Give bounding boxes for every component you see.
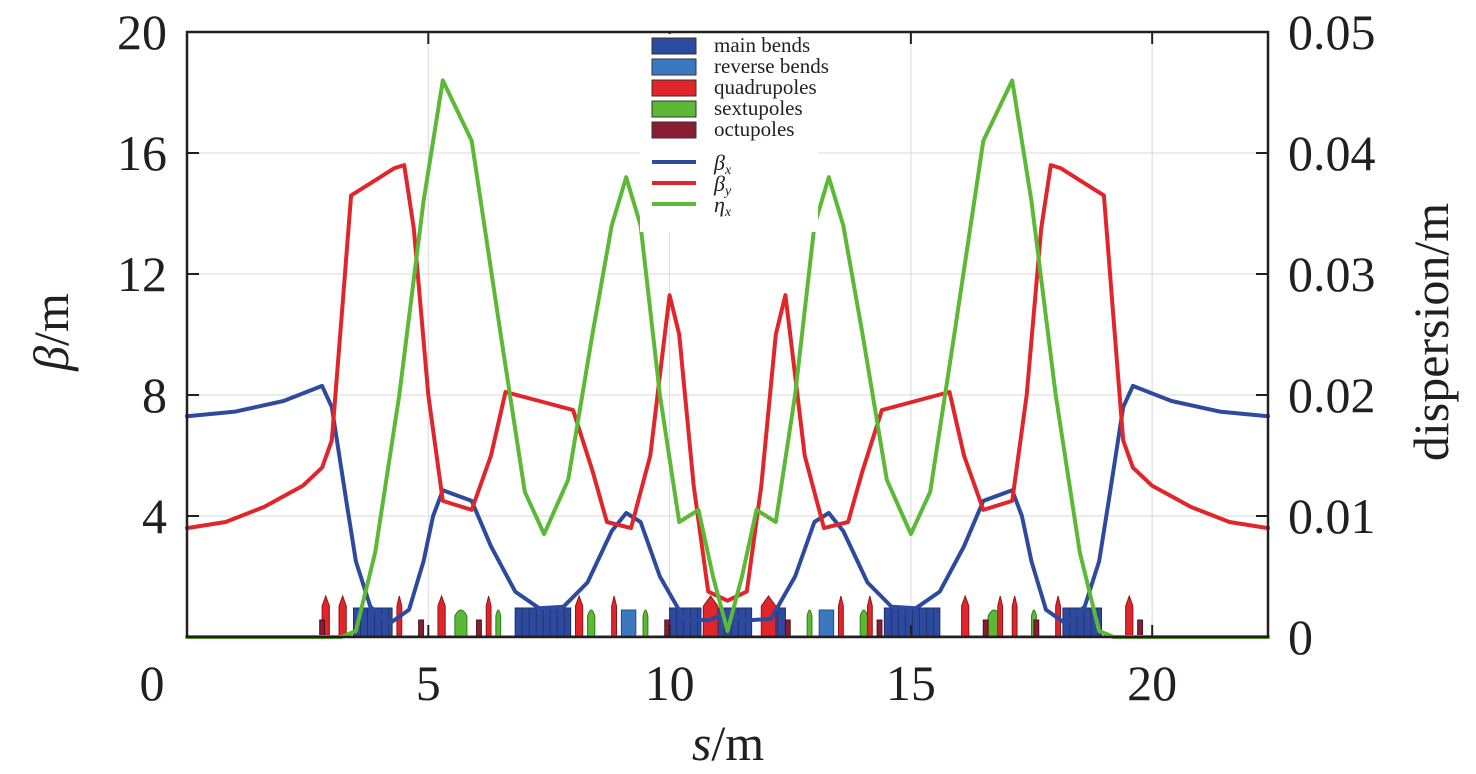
y2-tick-label: 0: [1288, 609, 1313, 665]
sextupole: [587, 609, 596, 637]
quadrupole: [1011, 595, 1018, 637]
main-bend: [669, 607, 702, 637]
quadrupole: [437, 594, 446, 637]
octupole: [418, 619, 424, 637]
legend-swatch: [651, 100, 697, 118]
quadrupole: [997, 595, 1004, 637]
series-line-2: [185, 78, 1270, 639]
sextupole: [859, 609, 868, 637]
y-tick-label: 20: [117, 4, 167, 60]
quadrupole: [1125, 594, 1134, 637]
octupole: [1033, 619, 1040, 637]
quadrupole: [338, 594, 347, 637]
quadrupole: [837, 595, 844, 637]
octupole: [982, 619, 989, 637]
legend-swatch: [651, 58, 697, 76]
x-axis-ticks: 0 5 10 15 20: [140, 32, 1177, 711]
quadrupole: [961, 594, 970, 637]
legend-label: reverse bends: [714, 54, 829, 78]
sextupole: [806, 609, 813, 637]
y-axis-ticks: 4 8 12 16 20: [117, 4, 199, 544]
y2-tick-label: 0.01: [1288, 488, 1376, 544]
octupole: [319, 619, 326, 637]
quadrupole: [574, 594, 584, 637]
sextupole: [454, 609, 468, 637]
y2-axis-title: dispersion/m: [1403, 203, 1459, 461]
y2-tick-label: 0.03: [1288, 246, 1376, 302]
y-tick-label: 4: [142, 488, 167, 544]
legend-swatch: [651, 37, 697, 55]
octupole: [1137, 619, 1144, 637]
optics-curves: [185, 78, 1270, 639]
y-tick-label: 16: [117, 125, 167, 181]
quadrupole: [866, 595, 873, 637]
legend-label: octupoles: [714, 117, 794, 141]
legend-label: sextupoles: [714, 96, 803, 120]
reverse-bend: [620, 609, 637, 637]
plot-frame: [185, 30, 1270, 639]
octupole: [476, 619, 482, 637]
legend-swatch: [651, 121, 697, 139]
series-line-0: [185, 383, 1270, 626]
reverse-bend: [818, 609, 835, 637]
legend-label: quadrupoles: [714, 75, 817, 99]
octupole: [784, 619, 791, 637]
y2-tick-label: 0.02: [1288, 367, 1376, 423]
y-axis-title: β/m: [23, 293, 79, 372]
y2-tick-label: 0.04: [1288, 125, 1376, 181]
sextupole: [495, 609, 502, 637]
y-tick-label: 8: [142, 367, 167, 423]
x-tick-label: 20: [1127, 655, 1177, 711]
legend-label: main bends: [714, 33, 810, 57]
x-tick-label: 15: [886, 655, 936, 711]
sextupole: [642, 609, 649, 637]
legend-swatch: [651, 79, 697, 97]
x-tick-label: 5: [416, 655, 441, 711]
y2-tick-label: 0.05: [1288, 4, 1376, 60]
series-line-1: [185, 163, 1270, 603]
y-tick-label: 12: [117, 246, 167, 302]
quadrupole: [485, 595, 492, 637]
quadrupole: [611, 595, 618, 637]
y2-axis-ticks: 0 0.01 0.02 0.03 0.04 0.05: [1256, 4, 1376, 665]
octupole: [876, 619, 883, 637]
x-tick-label: 0: [140, 655, 165, 711]
x-tick-label: 10: [645, 655, 695, 711]
x-axis-title: s/m: [692, 715, 764, 771]
